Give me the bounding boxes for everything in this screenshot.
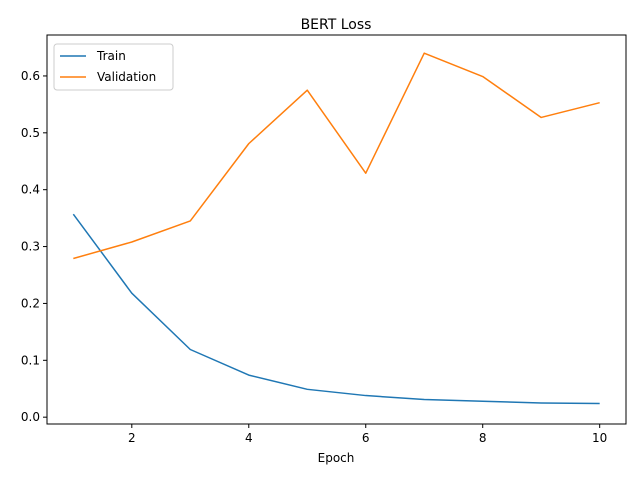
x-tick-label: 2 xyxy=(128,431,136,445)
y-tick-label: 0.1 xyxy=(21,353,40,367)
legend-label-validation: Validation xyxy=(97,70,156,84)
plot-area xyxy=(46,34,627,425)
y-axis-ticks: 0.0 0.1 0.2 0.3 0.4 0.5 0.6 xyxy=(21,69,47,424)
x-tick-label: 4 xyxy=(245,431,253,445)
x-tick-label: 6 xyxy=(362,431,370,445)
series-layer xyxy=(72,52,600,405)
x-axis-ticks: 2 4 6 8 10 xyxy=(128,424,607,445)
x-tick-label: 8 xyxy=(479,431,487,445)
chart-title: BERT Loss xyxy=(301,17,372,33)
x-axis-label: Epoch xyxy=(318,451,355,465)
legend: Train Validation xyxy=(53,43,174,91)
y-tick-label: 0.3 xyxy=(21,240,40,254)
y-tick-label: 0.5 xyxy=(21,126,40,140)
series-line-validation xyxy=(73,52,600,260)
y-tick-label: 0.4 xyxy=(21,183,40,197)
plot-frame xyxy=(46,34,627,425)
y-tick-label: 0.2 xyxy=(21,296,40,310)
y-tick-label: 0.0 xyxy=(21,410,40,424)
legend-label-train: Train xyxy=(96,49,126,63)
series-line-train xyxy=(72,213,600,405)
x-tick-label: 10 xyxy=(592,431,607,445)
y-tick-label: 0.6 xyxy=(21,69,40,83)
